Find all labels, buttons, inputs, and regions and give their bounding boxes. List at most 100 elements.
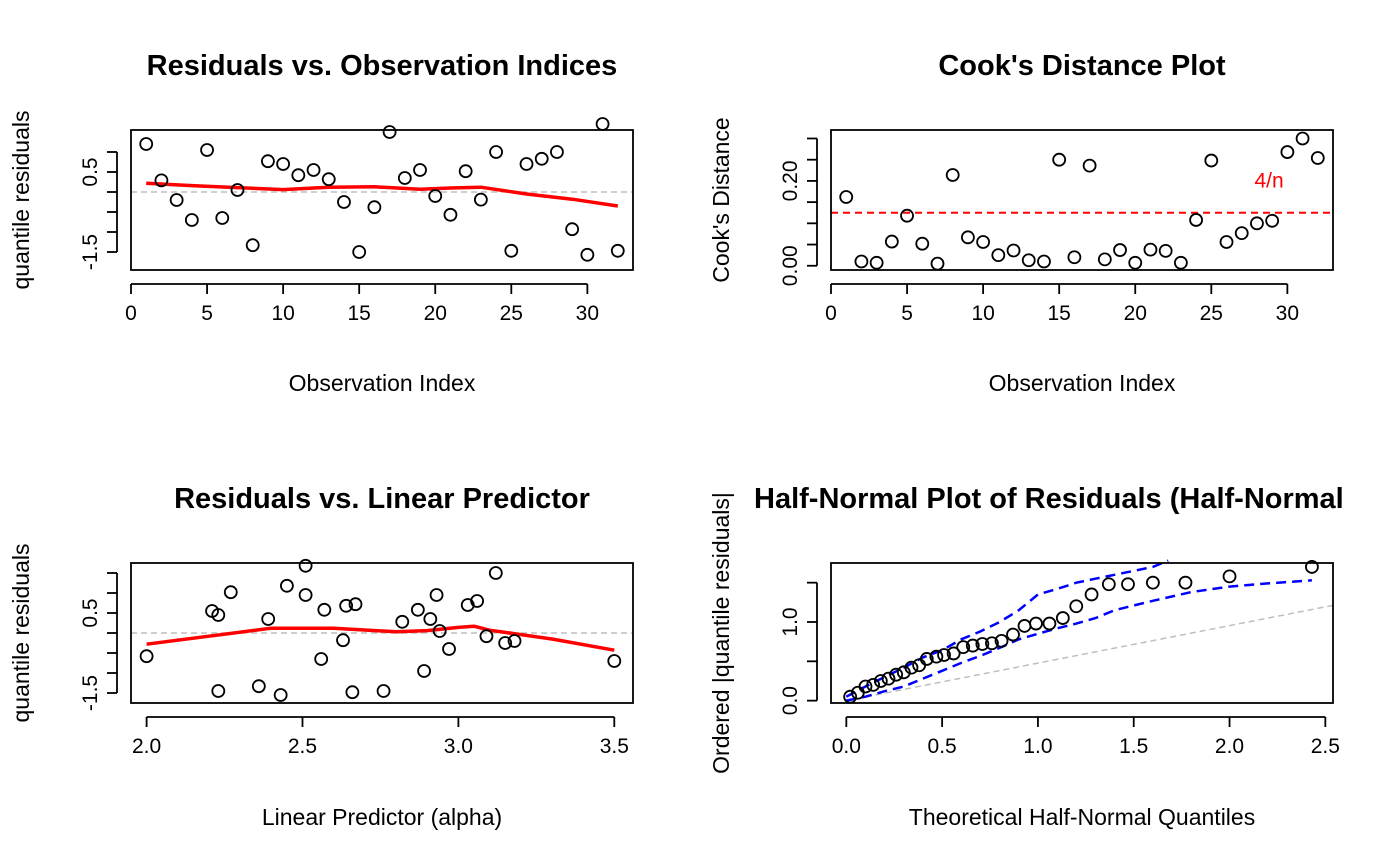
data-point — [507, 634, 522, 648]
x-tick-label: 1.0 — [1023, 735, 1052, 758]
data-point — [488, 566, 503, 580]
threshold-label: 4/n — [1255, 169, 1284, 192]
data-point — [991, 248, 1006, 263]
data-point — [985, 636, 999, 651]
data-point — [1310, 151, 1325, 165]
chart-title: Residuals vs. Linear Predictor — [174, 483, 590, 515]
data-point — [550, 145, 564, 159]
data-point — [261, 612, 276, 626]
data-point — [1173, 255, 1188, 270]
y-axis-label: quantile residuals — [8, 110, 34, 289]
data-point — [345, 685, 360, 700]
data-point — [1067, 250, 1082, 265]
panel-residuals-vs-index: Residuals vs. Observation Indices Observ… — [8, 50, 634, 396]
data-point — [276, 157, 291, 171]
data-point — [994, 633, 1009, 648]
data-point — [956, 640, 971, 655]
data-point — [1084, 587, 1099, 602]
x-tick-label: 25 — [1200, 302, 1223, 325]
data-point — [139, 137, 154, 151]
data-point — [223, 585, 238, 600]
data-point — [946, 646, 961, 661]
data-point — [610, 243, 625, 258]
data-point — [1204, 153, 1219, 168]
data-point — [443, 207, 458, 222]
data-point — [397, 171, 412, 185]
plot-frame — [130, 562, 634, 704]
data-point — [1006, 627, 1020, 642]
data-point — [1037, 254, 1051, 269]
data-point — [1052, 152, 1067, 167]
data-point — [1121, 577, 1135, 592]
data-point — [1250, 216, 1264, 231]
data-point — [367, 200, 382, 215]
data-point — [1042, 616, 1057, 631]
data-point — [929, 649, 944, 664]
data-point — [854, 254, 869, 269]
y-axis-label: Cook's Distance — [708, 117, 734, 282]
data-point — [607, 654, 622, 668]
x-tick-label: 0.0 — [832, 735, 861, 758]
data-point — [376, 684, 391, 698]
x-tick-label: 10 — [971, 302, 994, 325]
data-point — [337, 195, 351, 209]
x-axis-label: Observation Index — [989, 370, 1176, 396]
data-point — [900, 208, 914, 223]
data-point — [348, 597, 363, 612]
x-tick-label: 3.5 — [600, 735, 629, 758]
y-tick-label: -1.5 — [79, 675, 102, 711]
data-point — [291, 168, 306, 183]
data-point — [1178, 575, 1193, 590]
y-axis-label: quantile residuals — [8, 543, 34, 722]
x-tick-label: 25 — [500, 302, 523, 325]
data-point — [1021, 253, 1036, 268]
y-tick-label: 0.0 — [779, 686, 802, 715]
data-point — [1265, 213, 1280, 228]
data-point — [869, 255, 884, 270]
data-point — [912, 658, 927, 673]
data-point — [884, 234, 899, 249]
x-axis-label: Theoretical Half-Normal Quantiles — [909, 804, 1255, 830]
plot-frame — [130, 129, 634, 271]
data-point — [945, 168, 960, 182]
data-point — [866, 678, 881, 692]
data-point — [429, 588, 444, 602]
data-point — [1234, 226, 1249, 240]
data-point — [1219, 235, 1234, 249]
data-point — [1143, 242, 1158, 257]
data-point — [317, 602, 332, 617]
data-point — [413, 163, 427, 177]
x-tick-label: 5 — [901, 302, 913, 325]
envelope-upper-line — [845, 559, 1169, 698]
x-tick-label: 2.5 — [288, 735, 317, 758]
data-point — [504, 243, 519, 258]
data-point — [873, 674, 888, 688]
x-tick-label: 10 — [271, 302, 294, 325]
data-point — [230, 183, 245, 197]
data-point — [1017, 619, 1032, 633]
data-point — [470, 594, 484, 608]
x-tick-label: 30 — [576, 302, 599, 325]
data-point — [139, 649, 154, 664]
data-point — [423, 612, 438, 626]
data-point — [1055, 611, 1070, 625]
x-tick-label: 2.0 — [132, 735, 161, 758]
panel-residuals-vs-predictor: Residuals vs. Linear Predictor Linear Pr… — [8, 483, 634, 830]
envelope-lower-line — [846, 579, 1312, 702]
chart-title: Residuals vs. Observation Indices — [147, 50, 618, 82]
data-point — [1082, 158, 1097, 173]
panel-half-normal: Half-Normal Plot of Residuals (Half-Norm… — [708, 483, 1344, 830]
y-tick-label: 0.00 — [779, 245, 802, 286]
y-axis-label: Ordered |quantile residuals| — [708, 492, 734, 774]
data-point — [306, 163, 321, 177]
smooth-line — [146, 181, 619, 208]
data-point — [889, 667, 904, 682]
data-point — [336, 633, 350, 648]
data-point — [314, 652, 329, 666]
data-point — [339, 598, 354, 613]
data-point — [534, 151, 549, 166]
data-point — [858, 679, 873, 694]
data-point — [169, 193, 184, 207]
data-point — [919, 652, 934, 666]
data-point — [200, 143, 214, 157]
